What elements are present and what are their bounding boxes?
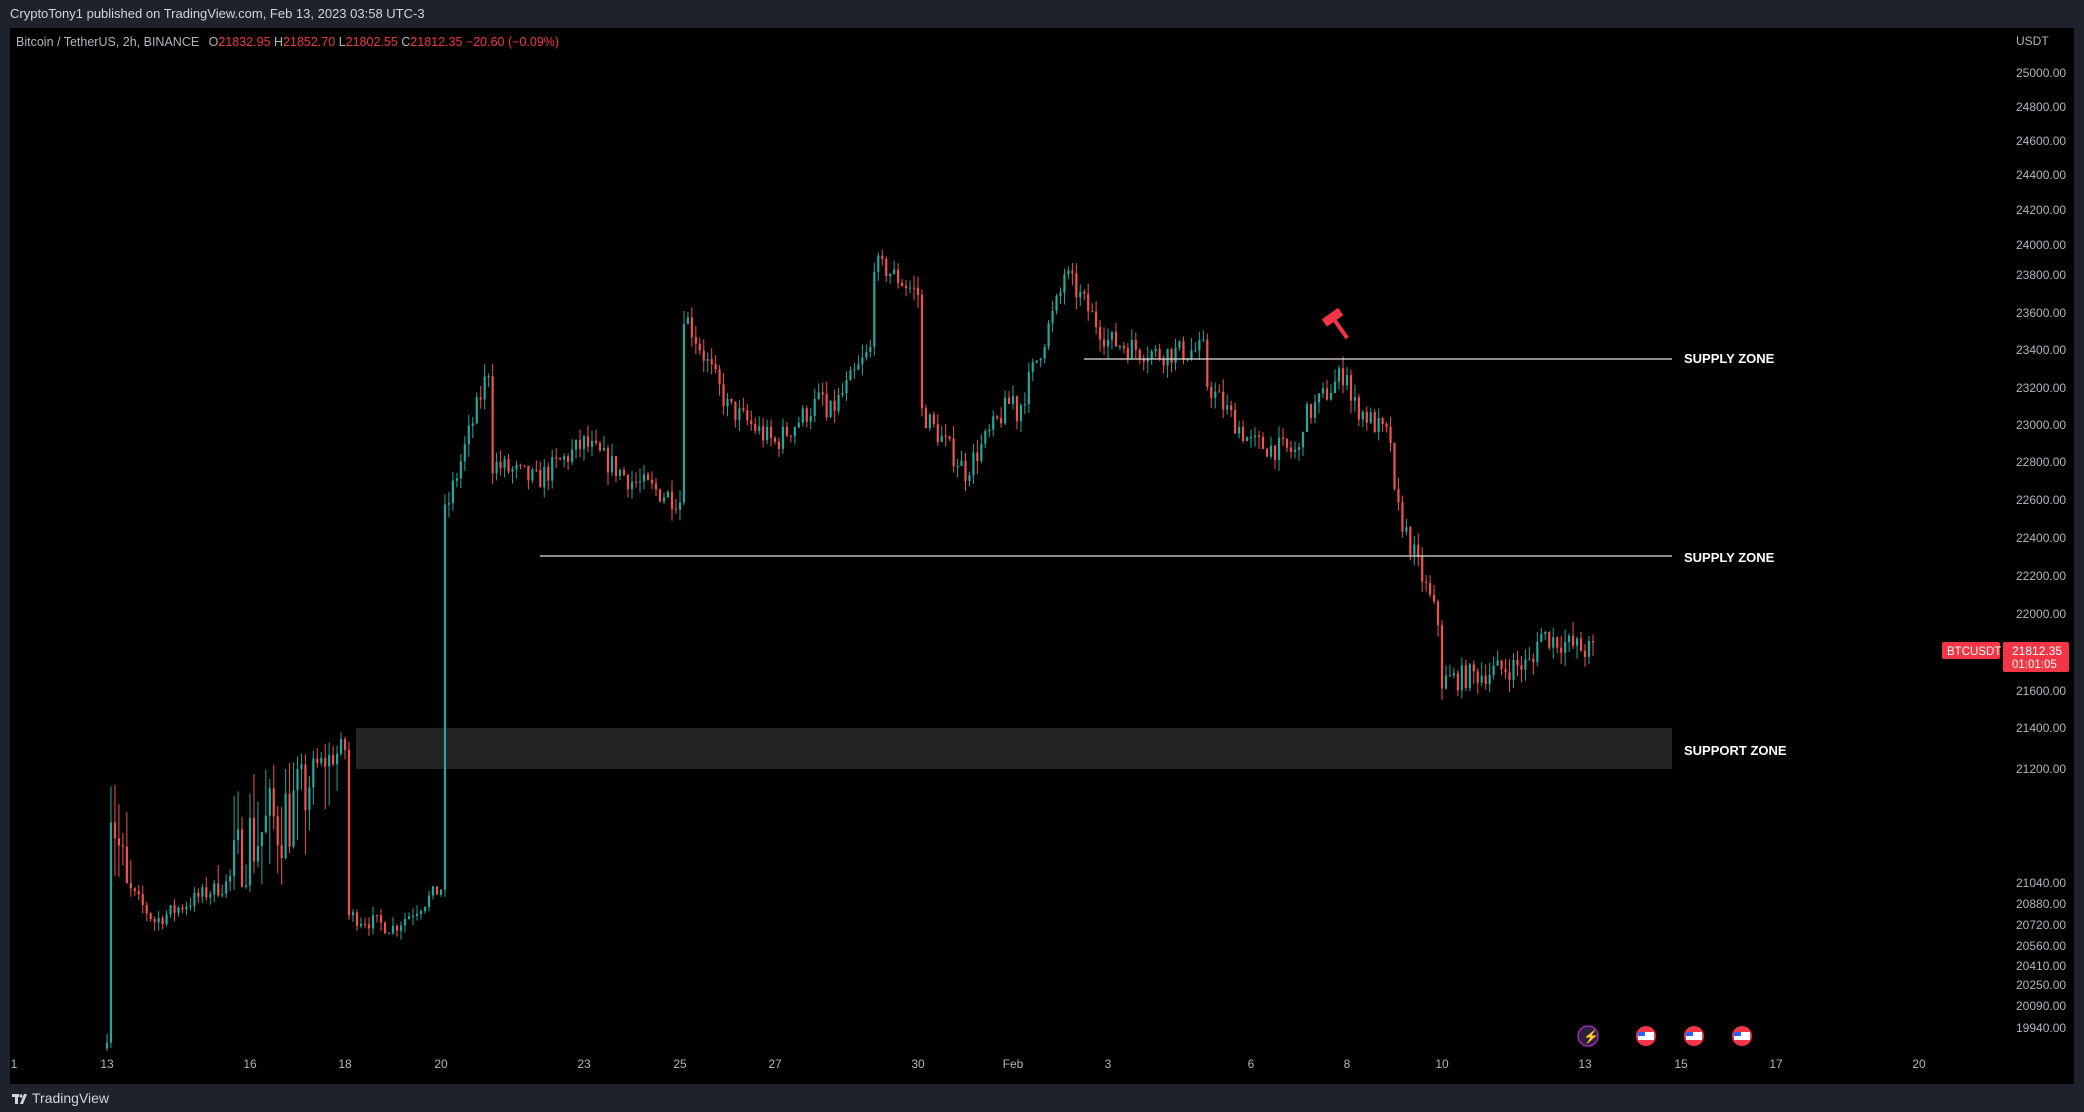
footer-bar: TradingView [0, 1084, 2084, 1112]
open-label: O [208, 35, 219, 49]
high-label: H [274, 35, 284, 49]
symbol-legend[interactable]: Bitcoin / TetherUS, 2h, BINANCE O21832.9… [16, 35, 559, 49]
high-value: 21852.70 [283, 35, 336, 49]
publisher-header: CryptoTony1 published on TradingView.com… [0, 0, 2084, 28]
published-text: CryptoTony1 published on TradingView.com… [10, 6, 425, 21]
symbol-name: Bitcoin / TetherUS, 2h, BINANCE [16, 35, 200, 49]
close-label: C [401, 35, 411, 49]
low-value: 21802.55 [345, 35, 398, 49]
change-value: −20.60 (−0.09%) [465, 35, 560, 49]
tradingview-logo-icon[interactable] [12, 1084, 30, 1112]
open-value: 21832.95 [218, 35, 271, 49]
footer-brand[interactable]: TradingView [32, 1090, 110, 1106]
low-label: L [338, 35, 346, 49]
close-value: 21812.35 [410, 35, 463, 49]
chart-area[interactable] [10, 28, 2074, 1084]
